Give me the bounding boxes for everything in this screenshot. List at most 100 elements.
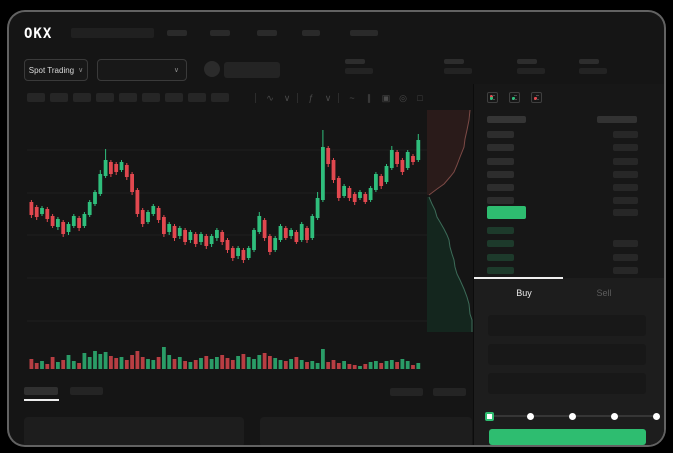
chevron-down-icon: ∨: [173, 66, 179, 74]
orderbook-ask-row[interactable]: [487, 195, 638, 208]
price-bar-skeleton: [487, 227, 514, 234]
price-bar-skeleton: [487, 240, 514, 248]
amount-bar-skeleton: [613, 266, 638, 274]
indicator-icon[interactable]: ƒ: [308, 93, 314, 103]
amount-bar-skeleton: [613, 131, 638, 138]
orderbook-asks: [487, 129, 638, 209]
depth-chart[interactable]: [427, 110, 480, 332]
interval-skeleton[interactable]: [73, 93, 91, 102]
orderbook-bid-row[interactable]: [487, 225, 638, 238]
price-bar-skeleton: [487, 157, 514, 165]
tab-sell[interactable]: Sell: [596, 288, 612, 298]
toolbar-divider: [297, 93, 298, 103]
slider-stop[interactable]: [569, 413, 576, 420]
toolbar-divider: [338, 93, 339, 103]
orderbook-price-header-skeleton: [487, 116, 526, 123]
stat-label-skeleton: [579, 59, 599, 64]
chevron-down-icon[interactable]: ∨: [283, 93, 291, 103]
orderbook-bid-row[interactable]: [487, 265, 638, 278]
stat-value-skeleton: [579, 68, 607, 74]
slider-stop[interactable]: [527, 413, 535, 420]
stat-value-skeleton: [517, 68, 545, 74]
avatar[interactable]: [204, 61, 220, 77]
orderbook-split-view-icon[interactable]: [487, 92, 498, 103]
bottom-tab-active-skeleton[interactable]: [24, 387, 58, 395]
stat-label-skeleton: [345, 59, 365, 64]
interval-skeleton[interactable]: [27, 93, 45, 102]
orderbook-sells-view-icon[interactable]: [531, 92, 542, 103]
nav-item-skeleton[interactable]: [302, 30, 320, 36]
chevron-down-icon[interactable]: ∨: [324, 93, 332, 103]
stat-value-skeleton: [444, 68, 472, 74]
amount-bar-skeleton: [613, 197, 638, 205]
slider-stop[interactable]: [610, 413, 618, 420]
okx-logo[interactable]: OKX: [24, 26, 53, 42]
orderbook-bid-row[interactable]: [487, 252, 638, 265]
slider-stop[interactable]: [652, 413, 660, 420]
nav-item-skeleton[interactable]: [350, 30, 378, 36]
orderbook-ask-row[interactable]: [487, 182, 638, 195]
orderbook-buys-view-icon[interactable]: [509, 92, 520, 103]
amount-bar-skeleton: [613, 144, 638, 152]
market-type-dropdown[interactable]: Spot Trading ∨: [24, 59, 88, 81]
order-field-skeleton[interactable]: [488, 315, 646, 336]
price-bar-skeleton: [487, 144, 514, 152]
bottom-tab-skeleton[interactable]: [70, 387, 103, 395]
stat-label-skeleton: [517, 59, 537, 64]
nav-item-skeleton[interactable]: [257, 30, 277, 36]
bottom-tab-indicator: [24, 399, 59, 401]
price-bar-skeleton: [487, 184, 514, 192]
toolbar-divider: [255, 93, 256, 103]
last-price-bar: [487, 206, 526, 219]
interval-skeleton[interactable]: [50, 93, 68, 102]
nav-item-skeleton[interactable]: [210, 30, 230, 36]
market-type-label: Spot Trading: [28, 65, 75, 75]
interval-skeleton[interactable]: [211, 93, 229, 102]
history-icon[interactable]: ◎: [399, 93, 407, 103]
compare-icon[interactable]: ~: [349, 93, 355, 103]
orderbook-panel: Buy Sell: [473, 84, 664, 445]
buy-tab-indicator: [474, 277, 563, 279]
nav-item-skeleton[interactable]: [167, 30, 187, 36]
orderbook-ask-row[interactable]: [487, 169, 638, 182]
bottom-action-skeleton[interactable]: [390, 388, 423, 396]
orderbook-bids: [487, 225, 638, 278]
chevron-down-icon: ∨: [78, 66, 84, 74]
camera-icon[interactable]: ▣: [381, 93, 391, 103]
price-bar-skeleton: [487, 131, 514, 138]
order-field-skeleton[interactable]: [488, 373, 646, 394]
candlestick-chart[interactable]: [27, 112, 427, 372]
interval-skeleton[interactable]: [165, 93, 183, 102]
orderbook-last-price-row[interactable]: [487, 205, 638, 220]
amount-bar-skeleton: [613, 253, 638, 261]
amount-bar-skeleton: [613, 170, 638, 178]
tab-buy[interactable]: Buy: [516, 288, 532, 298]
order-field-skeleton[interactable]: [488, 344, 646, 365]
interval-skeleton[interactable]: [142, 93, 160, 102]
account-skeleton[interactable]: [224, 62, 280, 78]
fullscreen-icon[interactable]: □: [417, 93, 423, 103]
price-bar-skeleton: [487, 170, 514, 178]
interval-skeleton[interactable]: [119, 93, 137, 102]
chart-toolbar: ∿ ∨ ƒ ∨ ~ ∥ ▣ ◎ □: [27, 90, 467, 106]
slider-handle[interactable]: [484, 412, 494, 421]
amount-bar-skeleton: [613, 240, 638, 248]
chart-type-icon[interactable]: ∿: [266, 93, 274, 103]
orders-panel-skeleton: [260, 417, 472, 445]
interval-skeleton[interactable]: [96, 93, 114, 102]
search-skeleton[interactable]: [71, 28, 154, 38]
orderbook-ask-row[interactable]: [487, 129, 638, 142]
price-bar-skeleton: [487, 197, 514, 205]
interval-skeleton[interactable]: [188, 93, 206, 102]
buy-button[interactable]: [489, 429, 646, 445]
amount-bar-skeleton: [613, 209, 638, 216]
bottom-action-skeleton[interactable]: [433, 388, 466, 396]
amount-bar-skeleton: [613, 184, 638, 192]
orderbook-ask-row[interactable]: [487, 156, 638, 169]
orderbook-bid-row[interactable]: [487, 238, 638, 251]
draw-lines-icon[interactable]: ∥: [366, 93, 372, 103]
stat-value-skeleton: [345, 68, 373, 74]
orders-panel-skeleton: [24, 417, 244, 445]
pair-dropdown[interactable]: ∨: [97, 59, 187, 81]
orderbook-ask-row[interactable]: [487, 142, 638, 155]
